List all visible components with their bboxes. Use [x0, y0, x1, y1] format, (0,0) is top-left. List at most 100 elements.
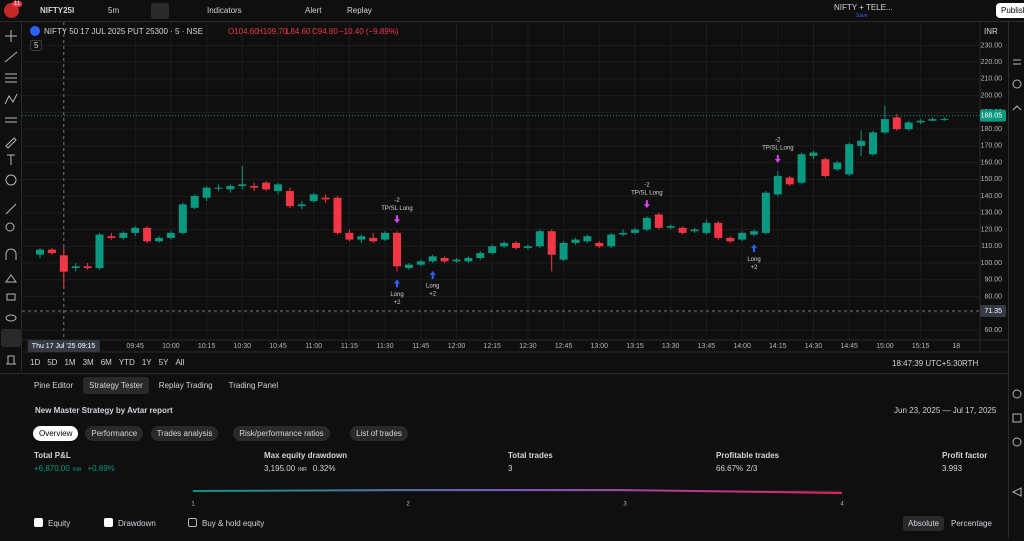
lock-tool[interactable] — [6, 293, 16, 301]
broadcast[interactable] — [1011, 487, 1022, 497]
zoom-tool[interactable] — [5, 222, 15, 232]
checkbox[interactable] — [34, 518, 43, 527]
indicators[interactable]: Indicators — [207, 6, 242, 15]
metric-unit: INR — [298, 467, 307, 473]
cross-tool[interactable] — [5, 30, 17, 42]
mode-absolute[interactable]: Absolute — [903, 516, 945, 531]
pattern-tool[interactable] — [4, 93, 18, 105]
range-button[interactable]: 5D — [47, 358, 58, 367]
magnet-tool[interactable] — [5, 248, 17, 260]
link-tool[interactable] — [1, 329, 21, 347]
exit-arrow — [394, 215, 400, 224]
candle-body — [785, 177, 794, 185]
metric-value: +6,870.00 INR +0.69% — [34, 464, 115, 473]
emoji-tool[interactable] — [5, 174, 17, 186]
metric-number: 3 — [508, 464, 513, 473]
sidebar-icons — [1011, 59, 1022, 497]
chart: 60.0070.0080.0090.00100.00110.00120.0013… — [22, 22, 1008, 353]
metric-label: Profitable trades — [716, 451, 780, 460]
alert[interactable]: Alert — [305, 6, 322, 15]
alerts[interactable] — [1012, 79, 1022, 89]
candle-body — [654, 214, 663, 228]
brush-tool[interactable] — [5, 137, 17, 149]
panel-tab[interactable]: Strategy Tester — [83, 377, 149, 394]
calendar[interactable] — [1012, 413, 1022, 423]
ruler-tool[interactable] — [5, 203, 17, 215]
legend-high: H109.70 — [257, 27, 288, 36]
indicator-count[interactable]: 5 — [30, 40, 43, 51]
y-tick-label: 210.00 — [981, 76, 1003, 83]
currency[interactable]: INR — [984, 27, 998, 36]
exit-arrow — [774, 154, 781, 163]
candle-body — [190, 196, 199, 208]
draw-mode[interactable] — [5, 274, 17, 283]
layers[interactable] — [1012, 105, 1022, 111]
interval[interactable]: 5m — [108, 6, 120, 15]
checkbox[interactable] — [188, 518, 197, 527]
line-tool[interactable] — [4, 51, 18, 63]
candle-body — [738, 232, 747, 240]
panel-tab[interactable]: Trading Panel — [228, 381, 279, 390]
panel-tab[interactable]: Pine Editor — [34, 381, 74, 390]
candle-body — [535, 231, 544, 247]
entry-arrow — [394, 279, 400, 288]
range-button[interactable]: YTD — [118, 358, 135, 367]
top-toolbar — [0, 0, 1024, 22]
text-tool[interactable] — [7, 154, 15, 165]
chat[interactable] — [1012, 437, 1022, 447]
range-button[interactable]: 1Y — [141, 358, 152, 367]
crosshair-price-box — [980, 304, 1006, 317]
mode-percentage[interactable]: Percentage — [951, 519, 992, 528]
candle-body — [773, 175, 782, 195]
checkbox-label: Equity — [48, 519, 71, 528]
exit-qty: -2 — [775, 138, 781, 144]
subtab[interactable]: Overview — [33, 426, 79, 441]
candle-body — [274, 184, 282, 192]
candle-body — [393, 232, 401, 267]
fib-tool[interactable] — [5, 73, 17, 83]
publish[interactable]: Publish — [996, 3, 1024, 18]
panel-tab[interactable]: Replay Trading — [158, 381, 213, 390]
range-button[interactable]: 1D — [30, 358, 41, 367]
candle-body — [47, 249, 56, 253]
candle-body — [464, 257, 473, 262]
range-button[interactable]: 3M — [82, 358, 94, 367]
y-tick-label: 140.00 — [981, 193, 1003, 200]
y-tick-label: 160.00 — [981, 159, 1003, 166]
subtab[interactable]: Risk/performance ratios — [233, 426, 330, 441]
watchlist[interactable] — [1013, 59, 1021, 65]
range-button[interactable]: 6M — [100, 358, 112, 367]
date-range[interactable]: Jun 23, 2025 — Jul 17, 2025 — [894, 406, 997, 415]
entry-label: Long — [390, 292, 403, 298]
range-button[interactable]: 5Y — [158, 358, 169, 367]
equity-line — [192, 489, 843, 494]
layout-name[interactable]: NIFTY + TELE... — [834, 3, 893, 12]
metric-value: 3.993 — [942, 464, 962, 473]
session[interactable]: RTH — [962, 359, 979, 368]
candle-body — [345, 232, 354, 240]
crosshair-time-box — [27, 340, 100, 352]
subtab[interactable]: Performance — [85, 426, 144, 441]
range-button[interactable]: All — [175, 358, 185, 367]
metric-extra: 0.32% — [312, 464, 336, 473]
checkbox[interactable] — [104, 518, 113, 527]
forecast-tool[interactable] — [5, 117, 17, 123]
badge: 11 — [12, 1, 23, 7]
y-tick-label: 100.00 — [981, 260, 1003, 267]
candle-body — [143, 227, 152, 242]
replay[interactable]: Replay — [347, 6, 372, 15]
candle-body — [750, 231, 758, 235]
chart-type[interactable] — [151, 3, 169, 19]
hide-tool[interactable] — [5, 314, 17, 322]
strategy-name[interactable]: New Master Strategy by Avtar report — [35, 406, 173, 415]
subtab[interactable]: List of trades — [350, 426, 408, 441]
candle-body — [904, 122, 913, 130]
entry-label: Long — [426, 284, 439, 290]
candle-body — [928, 119, 937, 121]
candle-body — [250, 186, 259, 188]
range-button[interactable]: 1M — [64, 358, 76, 367]
ideas[interactable] — [1012, 389, 1022, 399]
subtab[interactable]: Trades analysis — [150, 426, 219, 441]
delete-tool[interactable] — [6, 355, 16, 365]
symbol[interactable]: NIFTY25I — [40, 6, 75, 15]
